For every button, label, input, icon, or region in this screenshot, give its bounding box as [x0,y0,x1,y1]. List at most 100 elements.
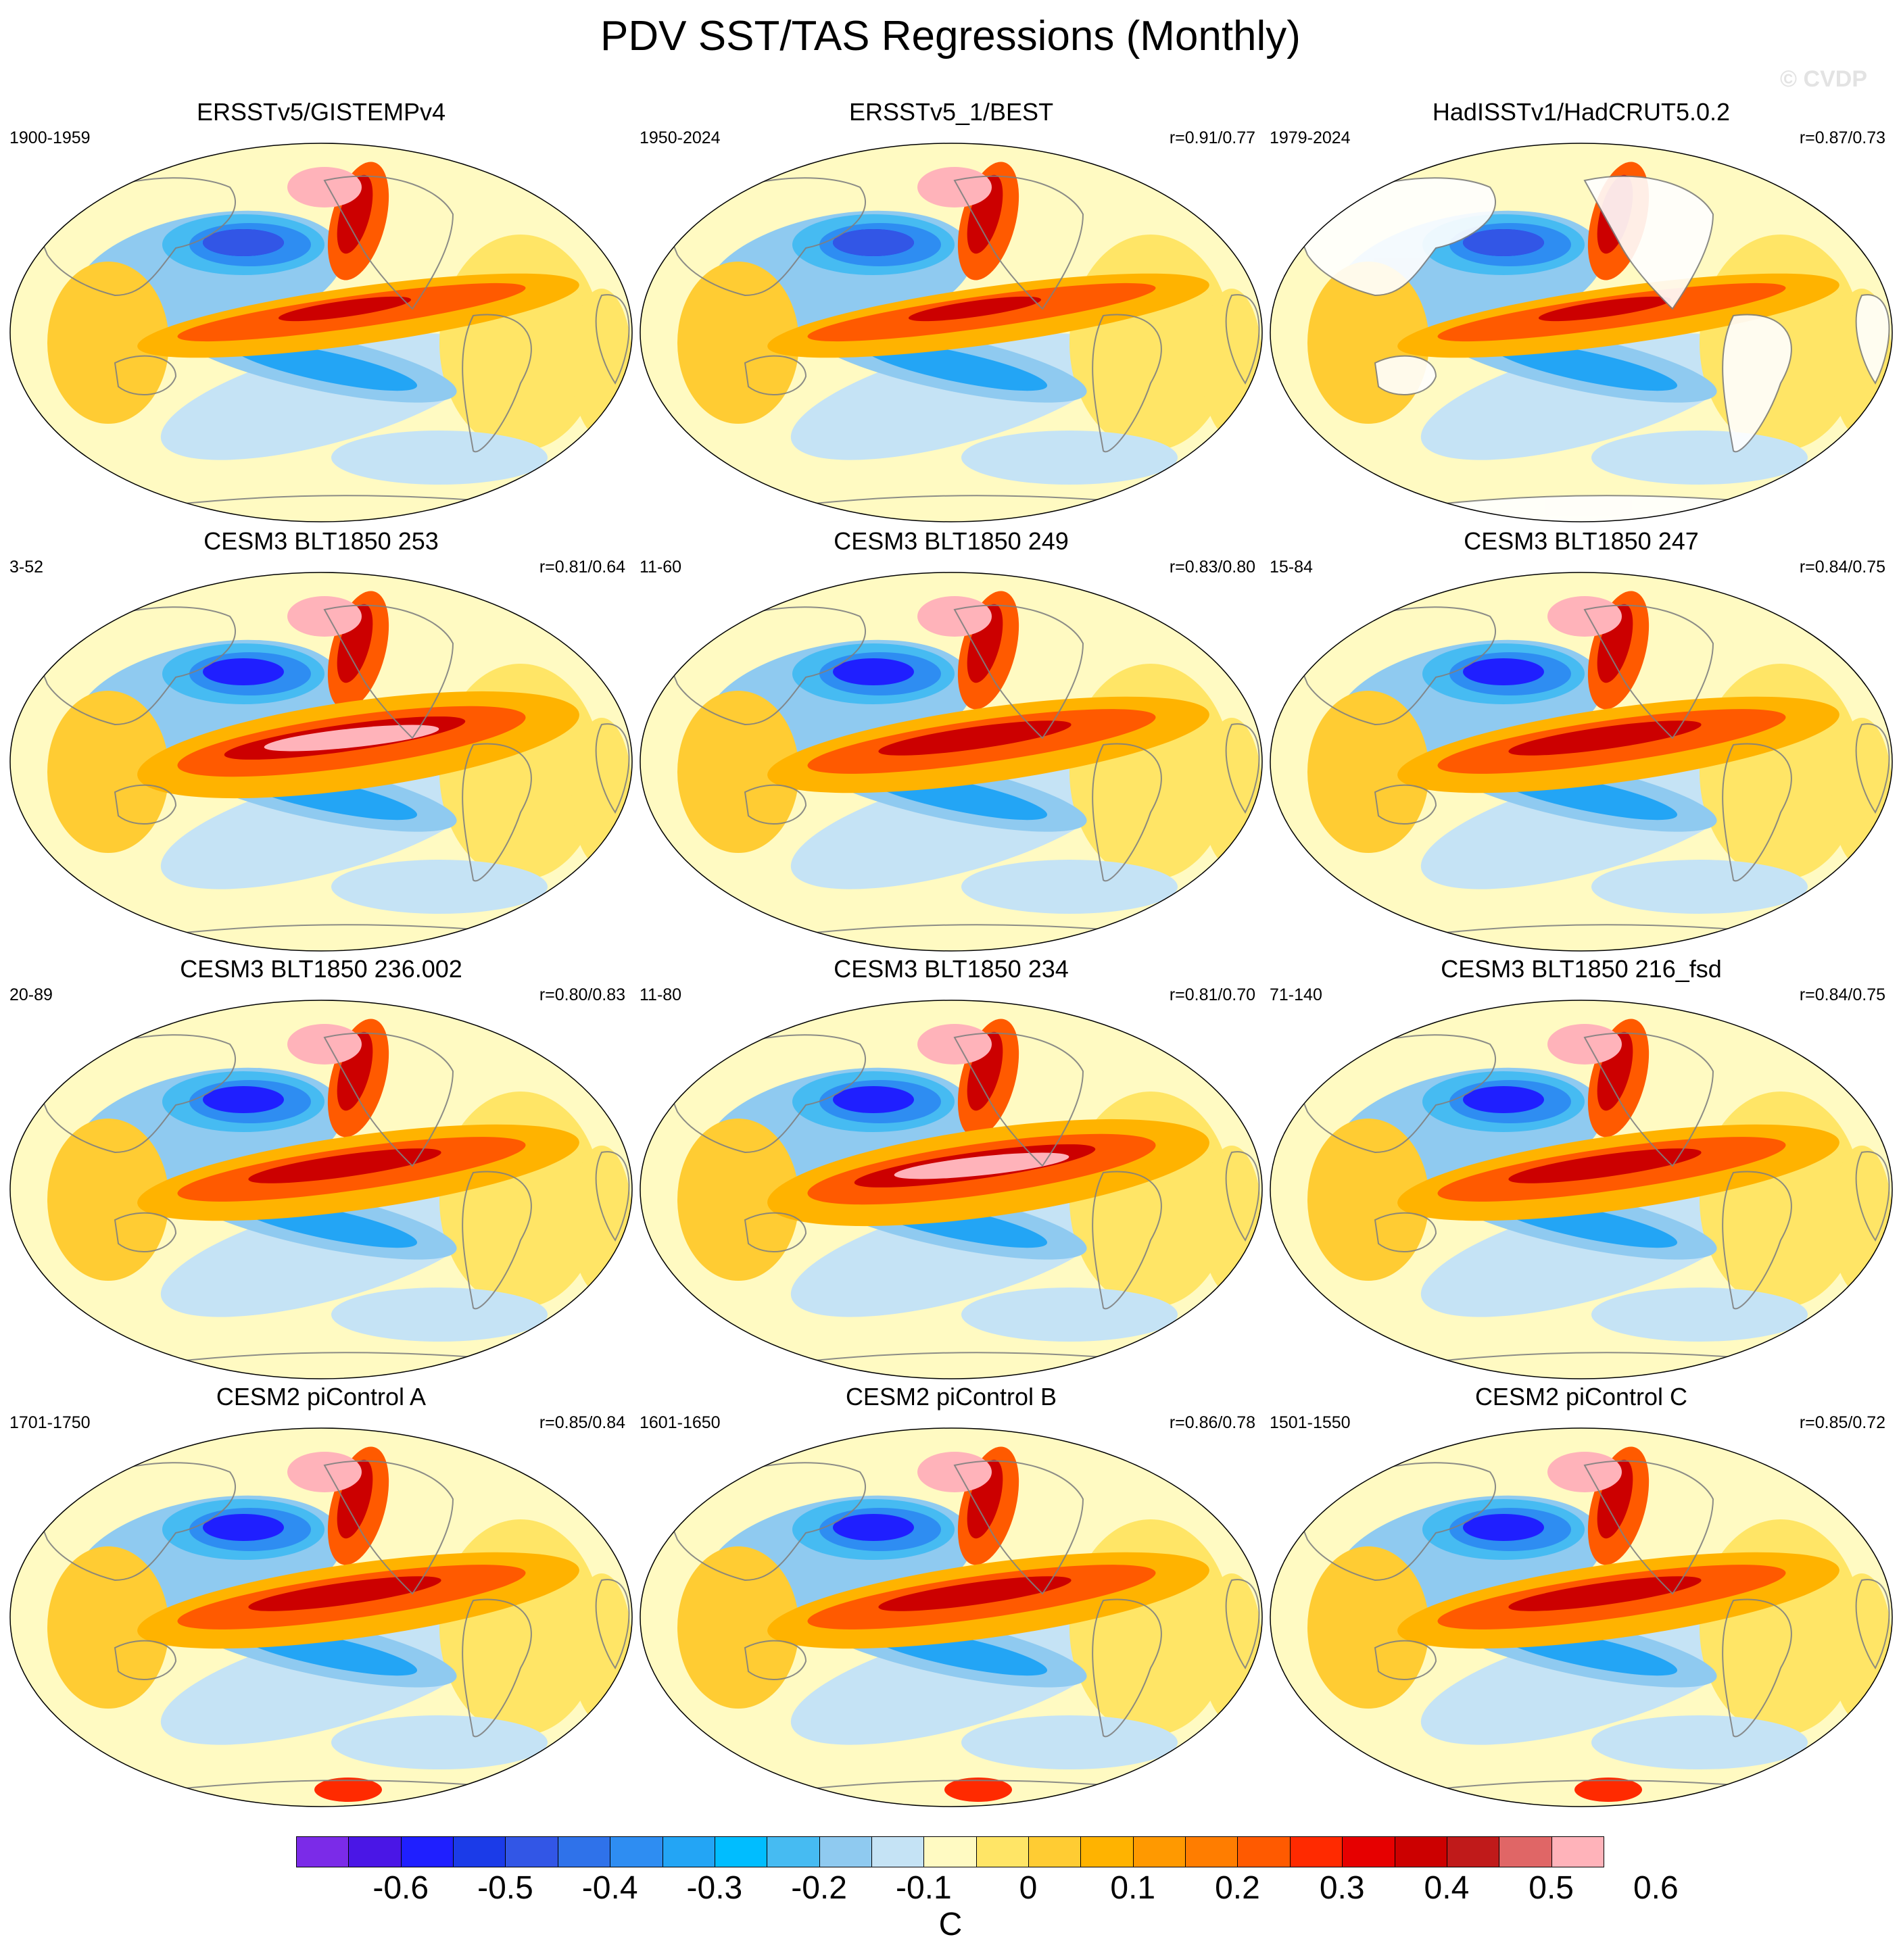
continent-eurasia [1293,1462,1496,1582]
map-panel: ERSSTv5/GISTEMPv4 1900-1959 [7,98,635,527]
warm-anomaly-alaska-core [337,1459,373,1539]
cool-region-southern-ocean [961,1288,1178,1342]
panel-correlation: r=0.84/0.75 [1799,985,1885,1004]
colorbar-swatch [1237,1836,1291,1867]
regression-map [1270,572,1893,952]
warm-anomaly-equatorial-core [878,720,1072,756]
warm-anomaly-alaska-land [1547,1024,1622,1064]
cool-region-southern-ocean [1591,1288,1808,1342]
cool-region-southern-ocean [961,1715,1178,1769]
warm-region-indian [47,262,169,424]
colorbar-swatch [871,1836,925,1867]
panel-correlation: r=0.83/0.80 [1169,558,1255,577]
colorbar-tick-label: 0.2 [1215,1870,1260,1906]
continent-australia [1374,355,1437,395]
continent-eurasia [663,1034,866,1154]
warm-anomaly-alaska-land [917,596,992,637]
cool-anomaly-north-pacific-core [203,1514,284,1541]
warm-anomaly-alaska-land [917,167,992,207]
warm-region-indian [47,1119,169,1281]
panel-correlation: r=0.91/0.77 [1169,128,1255,147]
continent-north-america [953,604,1084,739]
continent-north-america [1583,604,1714,739]
warm-region-indian [677,691,799,853]
panel-title: HadISSTv1/HadCRUT5.0.2 [1432,98,1731,126]
colorbar-tick-label: 0.1 [1110,1870,1156,1906]
continent-north-america [1583,175,1714,310]
colorbar-tick-label: 0.6 [1633,1870,1679,1906]
panel-period: 15-84 [1270,558,1313,577]
warm-anomaly-alaska-land [1547,596,1622,637]
warm-anomaly-alaska-land [287,596,362,637]
colorbar-tick-label: 0 [1019,1870,1038,1906]
continent-australia [744,1640,807,1680]
panel-title: CESM3 BLT1850 216_fsd [1441,955,1722,983]
panel-correlation: r=0.85/0.84 [539,1413,625,1432]
colorbar-swatch [1342,1836,1395,1867]
warm-region-indian [677,1119,799,1281]
warm-region-indian [677,262,799,424]
continent-australia [114,1640,177,1680]
continent-australia [744,784,807,825]
cool-region-southern-ocean [1591,860,1808,914]
warm-anomaly-southern [944,1778,1012,1802]
map-border [9,1427,633,1807]
map-border [9,143,633,522]
panel-title: CESM2 piControl A [216,1383,427,1411]
continent-eurasia [663,606,866,726]
continent-eurasia [1293,1034,1496,1154]
continent-australia [1374,1212,1437,1252]
continent-australia [1374,1640,1437,1680]
panel-title: CESM3 BLT1850 249 [834,527,1069,555]
panel-correlation: r=0.81/0.64 [539,558,625,577]
regression-map [9,143,633,522]
continent-north-america [1583,1032,1714,1167]
cool-region-southern-ocean [331,1715,548,1769]
map-panel: CESM3 BLT1850 253 3-52 r=0.81/0.64 [7,527,635,956]
regression-map [9,1000,633,1379]
warm-anomaly-alaska-core [337,604,373,683]
colorbar-tick-label: 0.3 [1319,1870,1365,1906]
panel-title: CESM3 BLT1850 234 [834,955,1069,983]
panel-period: 3-52 [9,558,44,577]
regression-map [9,1427,633,1807]
map-border [640,1427,1263,1807]
colorbar-swatch [505,1836,558,1867]
warm-anomaly-equatorial-core [1508,1148,1702,1183]
warm-anomaly-alaska-land [287,1452,362,1492]
warm-region-indian [1307,1546,1429,1709]
warm-anomaly-equatorial-core [278,296,412,322]
continent-south-america [1722,314,1792,453]
continent-australia [1374,784,1437,825]
warm-anomaly-alaska-core [967,604,1003,683]
panel-correlation: r=0.84/0.75 [1799,558,1885,577]
panel-title: ERSSTv5_1/BEST [848,98,1054,126]
map-border [9,572,633,952]
colorbar-swatch [348,1836,402,1867]
panel-period: 1979-2024 [1270,128,1351,147]
cool-anomaly-north-pacific-core [203,658,284,685]
panel-correlation: r=0.80/0.83 [539,985,625,1004]
continent-australia [744,1212,807,1252]
colorbar-swatch [296,1836,350,1867]
colorbar-swatch [1499,1836,1552,1867]
continent-africa [1225,1151,1260,1242]
colorbar-swatch [1551,1836,1604,1867]
panel-period: 1900-1959 [9,128,91,147]
panel-period: 71-140 [1270,985,1322,1004]
regression-map [1270,143,1893,522]
map-panel: ERSSTv5_1/BEST 1950-2024 r=0.91/0.77 [637,98,1266,527]
continent-eurasia [663,1462,866,1582]
warm-anomaly-alaska-core [1597,1031,1633,1111]
continent-north-america [953,1460,1084,1595]
colorbar-swatch [1446,1836,1500,1867]
cool-region-southern-ocean [1591,1715,1808,1769]
cool-region-southern-ocean [961,431,1178,485]
continent-south-america [1722,1171,1792,1310]
continent-africa [595,1151,630,1242]
map-panel: CESM2 piControl A 1701-1750 r=0.85/0.84 [7,1383,635,1812]
continent-south-america [462,314,532,453]
panel-period: 1501-1550 [1270,1413,1351,1432]
warm-region-indian [47,691,169,853]
panel-period: 11-80 [640,985,682,1004]
